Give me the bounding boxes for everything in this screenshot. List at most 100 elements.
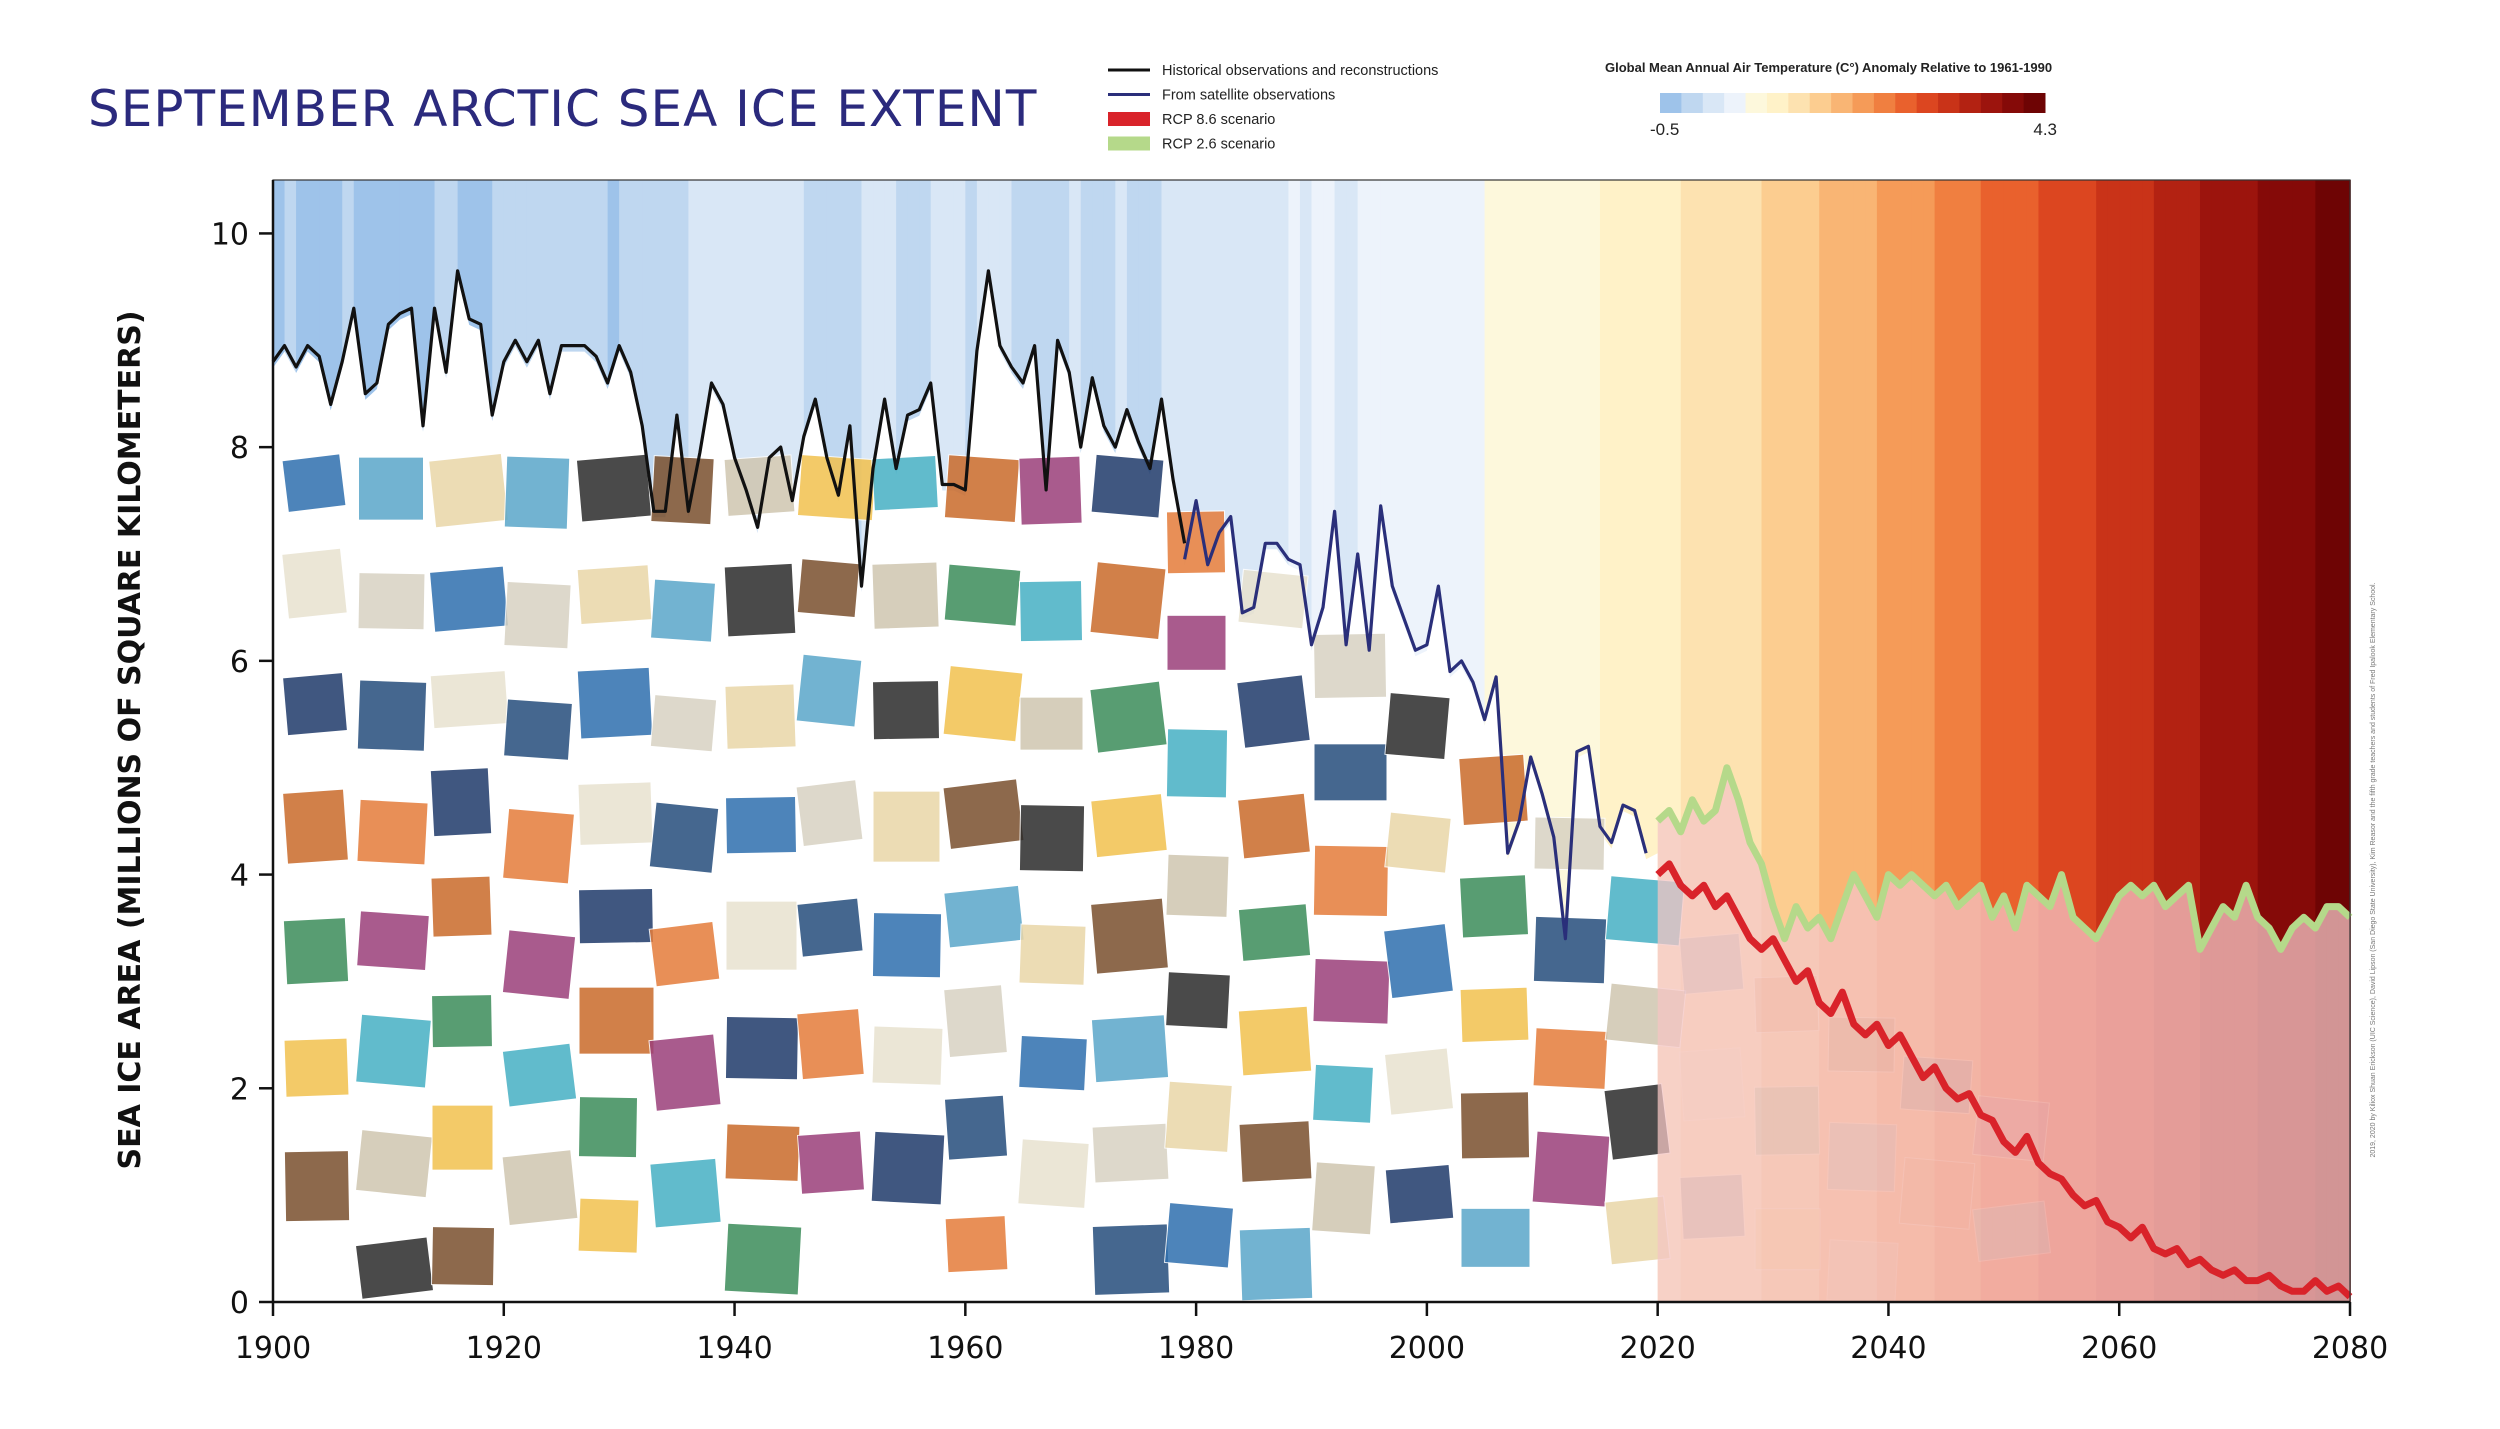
student-drawing-tile (723, 454, 796, 517)
student-drawing-tile (283, 1037, 350, 1098)
student-drawing-tile (871, 1025, 944, 1086)
student-drawing-tile (1238, 1120, 1313, 1183)
student-drawing-tile (1238, 1226, 1314, 1302)
student-drawing-tile (724, 1016, 800, 1081)
student-drawing-tile (649, 1157, 722, 1229)
student-drawing-tile (649, 693, 718, 753)
student-drawing-tile (357, 572, 426, 631)
student-drawing-tile (1313, 743, 1388, 802)
student-drawing-tile (795, 653, 863, 728)
student-drawing-tile (1090, 453, 1165, 519)
student-drawing-tile (431, 1104, 494, 1171)
x-tick-label-2040: 2040 (1850, 1331, 1926, 1366)
chart-title: SEPTEMBER ARCTIC SEA ICE EXTENT (88, 80, 1038, 138)
legend-label-2: RCP 8.6 scenario (1162, 112, 1275, 128)
color-scale-swatch-15 (1980, 93, 2003, 113)
student-drawing-tile (1384, 692, 1451, 761)
student-drawing-tile (1089, 561, 1167, 641)
student-drawing-tile (1312, 1063, 1374, 1124)
series-line-0 (271, 269, 1187, 588)
color-scale-title: Global Mean Annual Air Temperature (C°) … (1605, 60, 2052, 75)
x-tick-label-2000: 2000 (1389, 1331, 1465, 1366)
student-drawing-tile (281, 453, 347, 514)
student-drawing-tile (871, 561, 940, 630)
x-tick-label-1980: 1980 (1158, 1331, 1234, 1366)
color-scale-swatch-12 (1916, 93, 1939, 113)
color-scale-max: 4.3 (2033, 120, 2057, 139)
student-drawing-tile (1018, 580, 1084, 643)
student-drawing-tile (356, 679, 428, 752)
color-scale-swatch-10 (1873, 93, 1896, 113)
student-drawing-tile (503, 580, 572, 650)
rcp26-area (1657, 767, 2350, 1302)
student-drawing-tile (1384, 1163, 1455, 1225)
x-tick-label-1900: 1900 (235, 1331, 311, 1366)
student-drawing-tile (354, 1129, 434, 1199)
color-scale-swatch-14 (1959, 93, 1982, 113)
student-drawing-tile (503, 455, 571, 530)
student-drawing-tile (428, 565, 510, 633)
student-drawing-tile (1532, 915, 1608, 985)
student-drawing-tile (649, 578, 717, 643)
student-drawing-tile (1458, 874, 1530, 939)
student-drawing-tile (1532, 1027, 1609, 1090)
student-drawing-tile (282, 788, 349, 865)
legend-swatch-3 (1108, 136, 1150, 151)
student-drawing-tile (724, 1123, 801, 1182)
color-scale: Global Mean Annual Air Temperature (C°) … (1605, 60, 2057, 139)
student-drawing-tile (1018, 804, 1086, 873)
x-tick-label-1920: 1920 (466, 1331, 542, 1366)
series-line-2 (1655, 764, 2353, 953)
axes: 1900 1920 1940 1960 1980 2000 2020 2040 2060 2080… (211, 179, 2388, 1366)
student-drawing-tile (501, 1149, 579, 1227)
student-drawing-tile (796, 897, 864, 958)
student-drawing-tile (501, 929, 577, 1001)
student-drawing-tile (430, 1226, 496, 1287)
student-drawing-tile (575, 453, 653, 523)
legend: Historical observations and reconstructi… (1108, 63, 1438, 153)
student-drawing-tile (796, 1130, 866, 1195)
student-drawing-tile (1383, 923, 1454, 1000)
student-drawing-tile (796, 558, 861, 619)
student-drawing-tile (430, 875, 493, 938)
color-scale-swatch-2 (1702, 93, 1725, 113)
student-drawing-tile (1312, 632, 1388, 699)
student-drawing-tile (1165, 728, 1229, 799)
student-drawing-tile (1531, 1130, 1611, 1208)
student-drawing-tile (577, 1197, 640, 1254)
color-scale-swatch-0 (1660, 93, 1682, 113)
student-drawing-tile (1163, 1202, 1235, 1269)
student-drawing-tile (1237, 1005, 1313, 1077)
student-drawing-tile (429, 670, 510, 730)
color-scale-swatch-5 (1766, 93, 1789, 113)
student-drawing-tile (281, 547, 348, 620)
student-drawing-tile (1237, 903, 1312, 962)
student-drawing-tile (1090, 1014, 1170, 1084)
student-drawing-tile (1236, 674, 1311, 749)
student-drawing-tile (1090, 897, 1169, 975)
student-drawing-tile (871, 912, 943, 979)
student-drawing-tile (795, 779, 864, 848)
student-drawing-tile (870, 1130, 946, 1206)
student-drawing-tile (725, 796, 797, 855)
student-drawing-tile (1017, 1138, 1090, 1209)
y-axis-label: SEA ICE AREA (MILLIONS OF SQUARE KILOMET… (113, 310, 148, 1169)
y-tick-label-4: 4 (230, 859, 249, 894)
student-drawing-tile (944, 1215, 1009, 1274)
student-drawing-tile (943, 884, 1025, 949)
student-drawing-tile (1458, 753, 1529, 827)
student-drawing-tile (578, 887, 654, 945)
student-drawing-tile (283, 1150, 351, 1223)
student-drawing-tile (942, 664, 1024, 743)
student-drawing-tile (1164, 1080, 1233, 1153)
color-scale-swatch-8 (1831, 93, 1853, 113)
student-drawing-tile (501, 1042, 578, 1108)
student-drawing-tile (429, 767, 493, 838)
student-drawing-tile (648, 920, 721, 988)
y-tick-label-8: 8 (230, 431, 249, 466)
student-drawing-tile (871, 680, 941, 741)
student-drawing-tile (577, 781, 654, 846)
student-drawing-tile (431, 994, 493, 1049)
legend-label-0: Historical observations and reconstructi… (1162, 63, 1438, 79)
color-scale-swatch-9 (1852, 93, 1875, 113)
